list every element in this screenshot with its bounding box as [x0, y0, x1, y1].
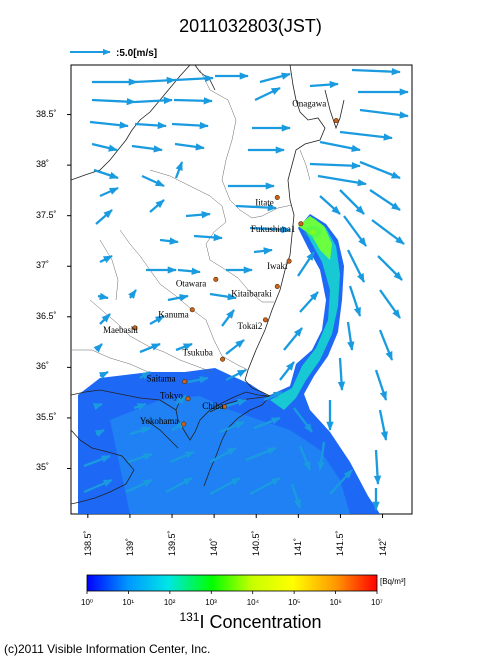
isotope-mass-number: 131 [179, 610, 200, 624]
colorbar-unit: [Bq/m³] [380, 577, 406, 586]
city-marker [132, 325, 138, 331]
city-marker [182, 379, 188, 385]
lon-tick-label: 139.5˚ [167, 530, 178, 556]
city-marker [286, 258, 292, 264]
lon-tick-label: 140˚ [209, 537, 220, 556]
city-label: Yokohama [140, 416, 179, 426]
city-label: Kitaibaraki [231, 288, 272, 298]
lon-tick-label: 138.5˚ [82, 530, 93, 556]
lon-tick-label: 141˚ [293, 537, 304, 556]
lon-tick-label: 142˚ [377, 537, 388, 556]
city-marker [298, 221, 304, 227]
concentration-label: I Concentration [199, 612, 322, 632]
city-otawara: Otawara [176, 276, 219, 288]
reference-vector-label: :5.0[m/s] [116, 48, 158, 59]
city-label: Tokai2 [237, 321, 262, 331]
axis-ticks [67, 114, 384, 518]
lat-tick-label: 36˚ [36, 361, 50, 372]
wind-vectors [83, 67, 409, 511]
city-label: Tsukuba [183, 347, 213, 357]
lat-tick-label: 37˚ [36, 260, 50, 271]
city-marker [213, 276, 219, 282]
city-marker [189, 307, 195, 313]
colorbar-title: 131I Concentration [0, 610, 501, 633]
city-label: Iwaki [267, 261, 288, 271]
colorbar-tick-label: 10¹ [122, 598, 134, 607]
city-tsukuba: Tsukuba [183, 347, 226, 362]
lat-tick-label: 35˚ [36, 462, 50, 473]
city-marker [274, 283, 280, 289]
city-iitate: Iitate [255, 194, 280, 207]
city-marker [181, 421, 187, 427]
city-label: Iitate [255, 197, 273, 207]
colorbar-tick-label: 10² [163, 598, 176, 607]
colorbar-tick-label: 10⁵ [288, 598, 301, 607]
colorbar-tick-label: 10⁷ [371, 598, 383, 607]
city-marker [262, 317, 268, 323]
colorbar [86, 574, 378, 592]
city-kanuma: Kanuma [158, 307, 195, 320]
lon-tick-label: 141.5˚ [335, 530, 346, 556]
map-title: 2011032803(JST) [179, 16, 322, 36]
city-tokai2: Tokai2 [237, 317, 268, 331]
city-label: Maebashi [103, 325, 138, 335]
colorbar-tick-label: 10⁶ [329, 598, 342, 607]
city-marker [221, 404, 227, 410]
city-saitama: Saitama [147, 374, 188, 385]
city-label: Saitama [147, 374, 176, 384]
lat-tick-label: 38˚ [36, 159, 50, 170]
colorbar-tick-label: 10⁴ [246, 598, 260, 607]
city-tokyo: Tokyo [160, 391, 191, 402]
lat-tick-label: 36.5˚ [36, 310, 57, 321]
city-label: Kanuma [158, 310, 189, 320]
colorbar-tick-label: 10³ [205, 598, 217, 607]
city-kitaibaraki: Kitaibaraki [231, 283, 280, 298]
lon-tick-label: 139˚ [124, 537, 135, 556]
lat-tick-label: 35.5˚ [36, 411, 57, 422]
city-iwaki: Iwaki [267, 258, 292, 271]
city-label: Chiba [202, 401, 224, 411]
city-marker [333, 118, 339, 124]
city-markers: Onagawa Iitate Fukushima1 Iwaki Otawara Kitai… [103, 99, 339, 427]
city-fukushima1: Fukushima1 [251, 221, 304, 234]
copyright: (c)2011 Visible Information Center, Inc. [4, 642, 211, 656]
lon-tick-label: 140.5˚ [251, 530, 262, 556]
city-chiba: Chiba [202, 401, 227, 411]
lat-tick-label: 37.5˚ [36, 209, 57, 220]
city-label: Onagawa [292, 99, 326, 109]
lat-tick-label: 38.5˚ [36, 108, 57, 119]
city-onagawa: Onagawa [292, 99, 339, 124]
city-maebashi: Maebashi [103, 325, 138, 335]
city-marker [220, 356, 226, 362]
city-marker [274, 194, 280, 200]
city-label: Tokyo [160, 391, 183, 401]
city-yokohama: Yokohama [140, 416, 187, 427]
colorbar-tick-label: 10⁰ [81, 598, 94, 607]
city-label: Fukushima1 [251, 224, 296, 234]
city-label: Otawara [176, 278, 206, 288]
city-marker [185, 396, 191, 402]
coastline [71, 65, 345, 505]
